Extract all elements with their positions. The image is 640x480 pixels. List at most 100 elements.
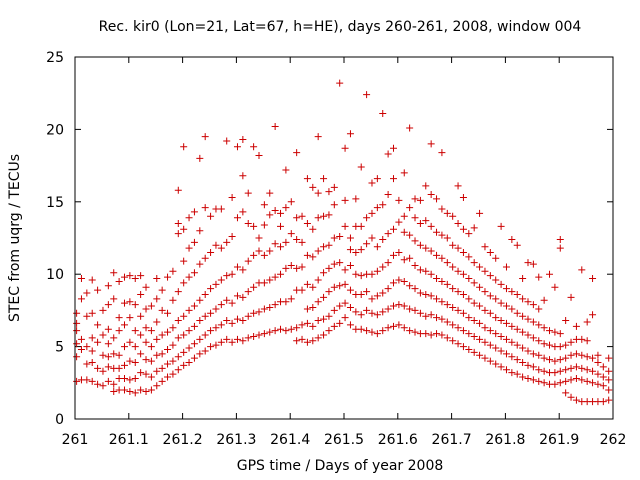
data-point — [137, 350, 145, 358]
data-point — [250, 143, 258, 151]
data-point — [287, 198, 295, 206]
data-point — [395, 321, 403, 329]
data-point — [433, 275, 441, 283]
data-point — [303, 175, 311, 183]
data-point — [212, 324, 220, 332]
data-point — [373, 204, 381, 212]
data-point — [239, 208, 247, 216]
data-point — [508, 288, 516, 296]
data-point — [384, 191, 392, 199]
data-point — [336, 282, 344, 290]
data-point — [277, 243, 285, 251]
data-point — [185, 344, 193, 352]
data-point — [470, 259, 478, 267]
data-point — [77, 345, 85, 353]
data-point — [223, 335, 231, 343]
data-point — [346, 304, 354, 312]
data-point — [115, 327, 123, 335]
data-point — [513, 241, 521, 249]
data-point — [535, 273, 543, 281]
data-point — [330, 283, 338, 291]
data-point — [389, 322, 397, 330]
x-tick-label: 261.6 — [378, 432, 418, 448]
data-point — [260, 251, 268, 259]
data-point — [303, 251, 311, 259]
data-point — [556, 330, 564, 338]
data-point — [502, 335, 510, 343]
data-point — [427, 222, 435, 230]
data-point — [153, 335, 161, 343]
data-point — [400, 212, 408, 220]
data-point — [465, 295, 473, 303]
data-point — [255, 234, 263, 242]
data-point — [217, 205, 225, 213]
data-point — [368, 179, 376, 187]
data-point — [427, 191, 435, 199]
data-point — [572, 396, 580, 404]
data-point — [341, 314, 349, 322]
data-point — [519, 344, 527, 352]
data-point — [540, 367, 548, 375]
data-point — [368, 295, 376, 303]
data-point — [244, 288, 252, 296]
data-point — [524, 259, 532, 267]
data-point — [605, 376, 613, 384]
data-point — [416, 241, 424, 249]
data-point — [277, 325, 285, 333]
data-point — [481, 267, 489, 275]
data-point — [250, 309, 258, 317]
data-point — [196, 350, 204, 358]
data-point — [594, 370, 602, 378]
data-point — [115, 314, 123, 322]
data-point — [196, 260, 204, 268]
data-point — [443, 259, 451, 267]
data-point — [562, 366, 570, 374]
data-point — [368, 234, 376, 242]
data-point — [454, 288, 462, 296]
data-point — [449, 263, 457, 271]
data-point — [169, 357, 177, 365]
data-point — [508, 353, 516, 361]
data-point — [88, 359, 96, 367]
data-point — [605, 354, 613, 362]
data-point — [529, 260, 537, 268]
data-point — [513, 356, 521, 364]
data-point — [142, 324, 150, 332]
data-point — [492, 360, 500, 368]
data-point — [529, 301, 537, 309]
data-point — [373, 330, 381, 338]
data-point — [519, 373, 527, 381]
data-point — [126, 357, 134, 365]
data-point — [73, 353, 81, 361]
data-point — [88, 309, 96, 317]
data-point — [282, 204, 290, 212]
data-point — [346, 321, 354, 329]
data-point — [513, 325, 521, 333]
data-point — [481, 338, 489, 346]
data-point — [104, 282, 112, 290]
data-point — [212, 305, 220, 313]
data-point — [309, 304, 317, 312]
data-point — [384, 324, 392, 332]
data-point — [303, 319, 311, 327]
data-point — [293, 235, 301, 243]
data-point — [110, 380, 118, 388]
data-point — [94, 321, 102, 329]
data-point — [266, 211, 274, 219]
data-point — [303, 338, 311, 346]
data-point — [443, 234, 451, 242]
data-point — [169, 341, 177, 349]
data-point — [137, 386, 145, 394]
data-point — [266, 276, 274, 284]
data-point — [174, 220, 182, 228]
data-point — [201, 312, 209, 320]
data-point — [271, 240, 279, 248]
data-point — [244, 220, 252, 228]
data-point — [266, 304, 274, 312]
data-point — [513, 370, 521, 378]
data-point — [196, 154, 204, 162]
data-point — [454, 324, 462, 332]
data-point — [94, 364, 102, 372]
data-point — [196, 227, 204, 235]
data-point — [217, 276, 225, 284]
